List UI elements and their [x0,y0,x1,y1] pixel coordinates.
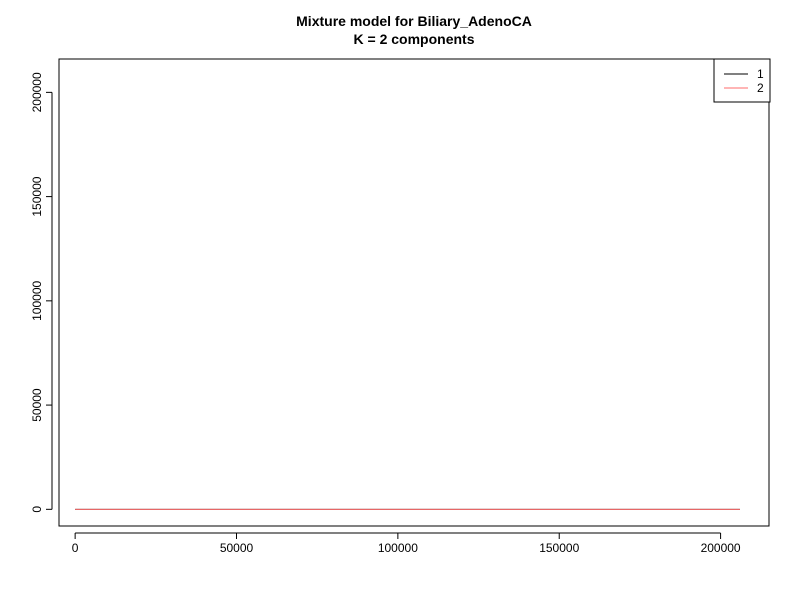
legend-label-1: 1 [757,67,764,81]
x-tick-label: 150000 [539,541,579,555]
chart-title: Mixture model for Biliary_AdenoCA [296,13,532,29]
x-tick-label: 0 [72,541,79,555]
x-tick-label: 200000 [701,541,741,555]
y-tick-label: 50000 [30,388,44,422]
legend-box [713,58,771,103]
legend-label-2: 2 [757,81,764,95]
y-tick-label: 200000 [30,72,44,112]
plot-frame [58,58,770,527]
y-axis: 0 50000 100000 150000 200000 [30,72,53,513]
x-tick-label: 50000 [220,541,254,555]
x-tick-label: 100000 [378,541,418,555]
y-tick-label: 0 [30,506,44,513]
y-tick-label: 150000 [30,176,44,216]
y-tick-label: 100000 [30,280,44,320]
legend: 12 [713,58,771,103]
x-axis: 0 50000 100000 150000 200000 [72,532,741,555]
chart-subtitle: K = 2 components [354,31,475,47]
